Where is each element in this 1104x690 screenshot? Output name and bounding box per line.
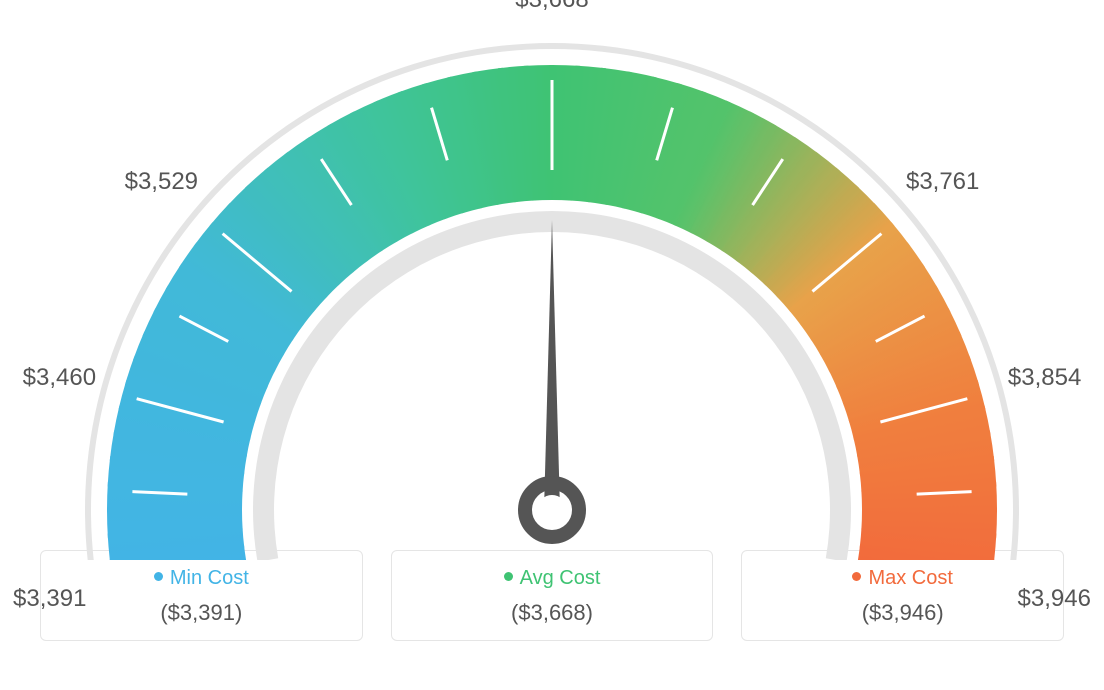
legend-card-max: Max Cost ($3,946): [741, 550, 1064, 641]
gauge-tick-label: $3,391: [13, 585, 86, 613]
legend-card-avg: Avg Cost ($3,668): [391, 550, 714, 641]
legend-title-text: Min Cost: [170, 567, 249, 589]
legend-title-text: Max Cost: [868, 567, 952, 589]
dot-icon: [504, 572, 513, 581]
gauge-chart: $3,391$3,460$3,529$3,668$3,761$3,854$3,9…: [0, 0, 1104, 560]
gauge-svg: [0, 0, 1104, 560]
gauge-tick-label: $3,761: [906, 168, 979, 196]
legend-value-max: ($3,946): [752, 600, 1053, 626]
legend-value-avg: ($3,668): [402, 600, 703, 626]
legend-value-min: ($3,391): [51, 600, 352, 626]
gauge-tick-label: $3,668: [515, 0, 588, 14]
legend-title-text: Avg Cost: [520, 567, 601, 589]
legend-row: Min Cost ($3,391) Avg Cost ($3,668) Max …: [0, 550, 1104, 641]
legend-title-avg: Avg Cost: [402, 567, 703, 590]
legend-card-min: Min Cost ($3,391): [40, 550, 363, 641]
dot-icon: [852, 572, 861, 581]
gauge-tick-label: $3,460: [23, 364, 96, 392]
legend-title-max: Max Cost: [752, 567, 1053, 590]
gauge-tick-label: $3,946: [1018, 585, 1091, 613]
dot-icon: [154, 572, 163, 581]
legend-title-min: Min Cost: [51, 567, 352, 590]
gauge-tick-label: $3,529: [125, 168, 198, 196]
gauge-tick-label: $3,854: [1008, 364, 1081, 392]
